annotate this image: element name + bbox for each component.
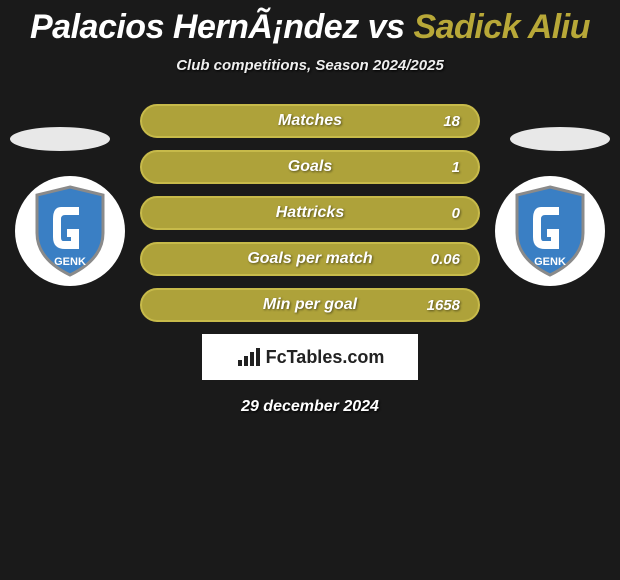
ellipse-left [10, 127, 110, 151]
stat-label: Min per goal [263, 296, 357, 314]
shield-icon: GENK [31, 185, 109, 277]
player1-name: Palacios HernÃ¡ndez [30, 8, 359, 46]
badge-text: GENK [54, 256, 86, 268]
stat-bar: Matches 18 [140, 104, 480, 138]
brand-box: FcTables.com [202, 334, 418, 380]
stat-label: Matches [278, 112, 342, 130]
stat-label: Goals per match [247, 250, 372, 268]
stat-bar: Min per goal 1658 [140, 288, 480, 322]
stat-bar: Goals 1 [140, 150, 480, 184]
badge-circle: GENK [495, 176, 605, 286]
badge-circle: GENK [15, 176, 125, 286]
stat-label: Hattricks [276, 204, 344, 222]
subtitle: Club competitions, Season 2024/2025 [0, 57, 620, 74]
chart-icon [236, 346, 262, 368]
vs-text: vs [368, 8, 405, 46]
stat-bars: Matches 18 Goals 1 Hattricks 0 Goals per… [140, 104, 480, 322]
stat-value: 1 [452, 159, 460, 176]
stat-value: 1658 [427, 297, 460, 314]
stat-value: 18 [443, 113, 460, 130]
date: 29 december 2024 [0, 398, 620, 416]
brand-text: FcTables.com [266, 347, 385, 368]
comparison-title: Palacios HernÃ¡ndez vs Sadick Aliu [0, 0, 620, 47]
stat-bar: Goals per match 0.06 [140, 242, 480, 276]
shield-icon: GENK [511, 185, 589, 277]
stat-value: 0 [452, 205, 460, 222]
club-badge-left: GENK [15, 176, 125, 286]
club-badge-right: GENK [495, 176, 605, 286]
badge-text: GENK [534, 256, 566, 268]
stat-bar: Hattricks 0 [140, 196, 480, 230]
ellipse-right [510, 127, 610, 151]
stat-label: Goals [288, 158, 332, 176]
player2-name: Sadick Aliu [413, 8, 590, 46]
stat-value: 0.06 [431, 251, 460, 268]
